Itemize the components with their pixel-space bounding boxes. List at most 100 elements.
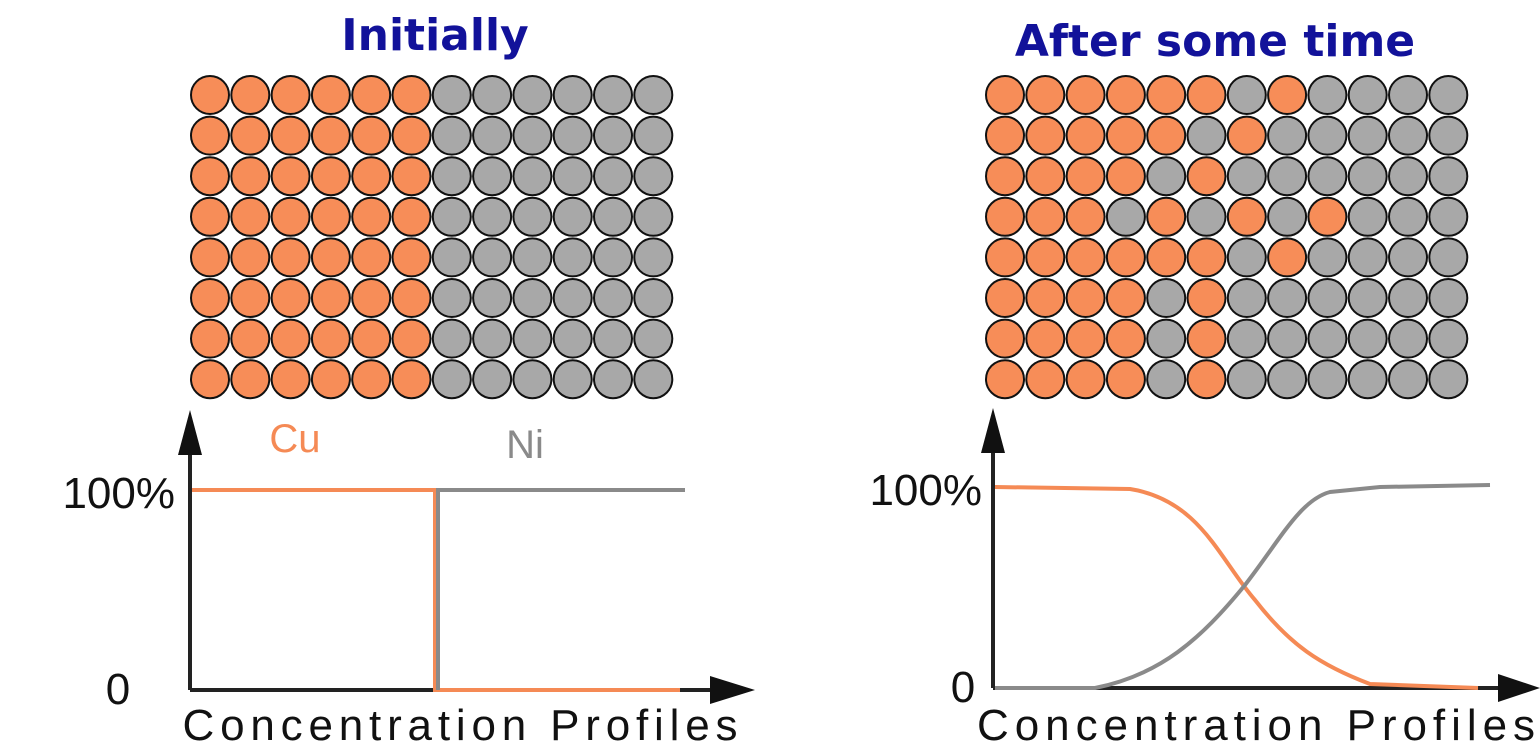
ni-atom	[1349, 279, 1387, 317]
cu-atom	[191, 157, 229, 195]
cu-atom	[1067, 279, 1105, 317]
ni-atom	[513, 117, 551, 155]
ni-atom	[473, 238, 511, 276]
cu-atom	[1188, 238, 1226, 276]
ni-atom	[473, 117, 511, 155]
cu-atom	[231, 320, 269, 358]
ni-atom	[1389, 76, 1427, 114]
cu-atom	[312, 360, 350, 398]
cu-atom	[352, 238, 390, 276]
cu-atom	[352, 360, 390, 398]
ni-atom	[1349, 320, 1387, 358]
ni-atom	[554, 157, 592, 195]
cu-atom	[1067, 198, 1105, 236]
ni-atom	[594, 238, 632, 276]
ni-atom	[513, 360, 551, 398]
axis-arrow	[981, 408, 1005, 453]
y-top-label: 100%	[869, 466, 982, 515]
diffusion-diagram: Initially After some time Cu Ni 100% 0 C…	[0, 0, 1540, 747]
ni-atom	[473, 198, 511, 236]
cu-atom	[1026, 117, 1064, 155]
cu-atom	[1147, 117, 1185, 155]
cu-atom	[986, 238, 1024, 276]
cu-atom	[1026, 157, 1064, 195]
cu-atom	[393, 157, 431, 195]
cu-atom	[1107, 117, 1145, 155]
cu-atom	[352, 157, 390, 195]
ni-atom	[1308, 157, 1346, 195]
cu-atom	[986, 320, 1024, 358]
cu-atom	[1107, 238, 1145, 276]
cu-atom	[272, 117, 310, 155]
cu-atom	[272, 279, 310, 317]
ni-atom	[1429, 320, 1467, 358]
cu-atom	[1107, 360, 1145, 398]
cu-atom	[312, 198, 350, 236]
ni-atom	[634, 360, 672, 398]
cu-atom	[191, 117, 229, 155]
ni-atom	[1308, 320, 1346, 358]
profile-chart: Cu Ni 100% 0 Concentration Profiles	[62, 410, 755, 747]
cu-atom	[231, 238, 269, 276]
ni-atom	[1147, 279, 1185, 317]
cu-atom	[191, 198, 229, 236]
ni-atom	[1429, 117, 1467, 155]
ni-atom	[634, 279, 672, 317]
ni-atom	[1308, 76, 1346, 114]
cu-atom	[1026, 320, 1064, 358]
ni-label: Ni	[506, 423, 544, 467]
ni-atom	[473, 76, 511, 114]
y-bottom-label: 0	[951, 663, 975, 712]
ni-atom	[1389, 157, 1427, 195]
ni-atom	[554, 360, 592, 398]
ni-atom	[1268, 198, 1306, 236]
ni-atom	[473, 279, 511, 317]
ni-atom	[1389, 279, 1427, 317]
ni-atom	[1308, 279, 1346, 317]
ni-atom	[473, 360, 511, 398]
cu-atom	[1026, 279, 1064, 317]
ni-atom	[1228, 157, 1266, 195]
ni-atom	[433, 157, 471, 195]
ni-atom	[1147, 320, 1185, 358]
ni-atom	[594, 198, 632, 236]
cu-atom	[231, 157, 269, 195]
cu-atom	[1228, 198, 1266, 236]
panel-title: After some time	[1015, 16, 1415, 67]
ni-atom	[1268, 279, 1306, 317]
cu-atom	[1067, 238, 1105, 276]
ni-atom	[473, 320, 511, 358]
ni-atom	[1349, 360, 1387, 398]
cu-atom	[1107, 76, 1145, 114]
ni-profile	[438, 490, 685, 690]
ni-atom	[1429, 238, 1467, 276]
atom-grid	[986, 76, 1467, 398]
ni-atom	[1228, 320, 1266, 358]
cu-atom	[1308, 198, 1346, 236]
cu-atom	[1188, 157, 1226, 195]
cu-atom	[191, 76, 229, 114]
ni-atom	[1389, 360, 1427, 398]
cu-atom	[272, 360, 310, 398]
cu-atom	[1107, 157, 1145, 195]
cu-atom	[1026, 238, 1064, 276]
cu-atom	[1067, 76, 1105, 114]
cu-atom	[1147, 198, 1185, 236]
cu-atom	[986, 117, 1024, 155]
ni-atom	[513, 76, 551, 114]
ni-atom	[634, 238, 672, 276]
cu-atom	[191, 279, 229, 317]
ni-atom	[1349, 198, 1387, 236]
ni-atom	[594, 360, 632, 398]
ni-atom	[1228, 279, 1266, 317]
cu-atom	[1147, 76, 1185, 114]
cu-atom	[1026, 360, 1064, 398]
ni-atom	[594, 279, 632, 317]
ni-atom	[634, 157, 672, 195]
cu-atom	[352, 320, 390, 358]
cu-atom	[231, 198, 269, 236]
ni-atom	[1349, 117, 1387, 155]
cu-atom	[352, 279, 390, 317]
ni-atom	[433, 198, 471, 236]
ni-atom	[1188, 198, 1226, 236]
